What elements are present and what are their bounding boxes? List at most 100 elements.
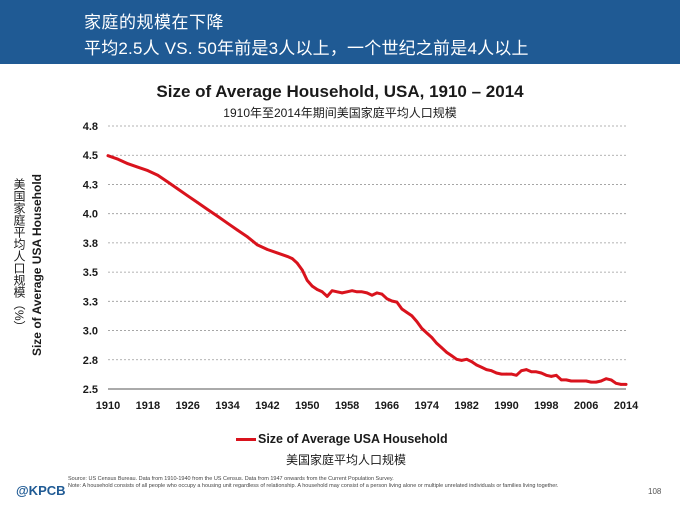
- data-point: [569, 379, 573, 383]
- data-point: [535, 370, 538, 374]
- x-tick-label: 2014: [614, 400, 639, 412]
- data-point: [276, 251, 279, 255]
- kpcb-logo: @KPCB: [16, 483, 66, 498]
- data-point: [530, 370, 533, 374]
- data-point: [301, 268, 304, 272]
- data-point: [609, 378, 613, 382]
- y-tick-label: 4.0: [83, 209, 98, 221]
- data-point: [465, 358, 468, 361]
- x-tick-label: 1918: [136, 400, 160, 412]
- page-number: 108: [648, 487, 662, 496]
- slide-subtitle: 平均2.5人 VS. 50年前是3人以上，一个世纪之前是4人以上: [84, 39, 529, 58]
- data-point: [146, 169, 150, 172]
- title-banner: 家庭的规模在下降 平均2.5人 VS. 50年前是3人以上，一个世纪之前是4人以…: [0, 0, 680, 64]
- data-point: [410, 314, 414, 318]
- data-point: [435, 342, 439, 345]
- data-point: [500, 372, 503, 376]
- y-tick-label: 2.5: [83, 384, 98, 396]
- y-tick-label: 3.8: [83, 238, 98, 250]
- data-point: [584, 379, 588, 383]
- series-line: [106, 154, 628, 386]
- data-point: [106, 154, 110, 157]
- x-tick-label: 1926: [175, 400, 199, 412]
- data-point: [480, 366, 483, 369]
- y-tick-label: 2.8: [83, 355, 98, 367]
- data-point: [315, 288, 319, 291]
- data-point: [485, 368, 488, 371]
- data-point: [425, 331, 429, 335]
- data-point: [330, 289, 334, 293]
- x-tick-label: 2006: [574, 400, 598, 412]
- data-point: [256, 243, 259, 247]
- source-note: Source: US Census Bureau. Data from 1910…: [68, 476, 394, 482]
- y-tick-label: 4.8: [83, 121, 98, 133]
- data-point: [614, 382, 618, 385]
- data-point: [589, 380, 593, 384]
- data-point: [166, 180, 170, 184]
- y-axis-label-cn: 美国家庭平均人口规模（%）: [12, 178, 26, 333]
- data-point: [555, 374, 558, 377]
- data-point: [350, 289, 354, 293]
- slide-title: 家庭的规模在下降: [84, 13, 224, 32]
- x-tick-label: 1982: [454, 400, 478, 412]
- legend-swatch: [236, 438, 256, 441]
- data-point: [370, 293, 374, 297]
- x-tick-label: 1966: [375, 400, 399, 412]
- data-point: [490, 369, 493, 373]
- data-point: [335, 290, 339, 294]
- data-point: [624, 383, 628, 386]
- data-point: [286, 255, 289, 258]
- data-point: [430, 336, 434, 339]
- x-tick-label: 1974: [415, 400, 440, 412]
- data-point: [505, 372, 508, 376]
- data-point: [545, 374, 548, 377]
- data-point: [196, 201, 199, 204]
- data-point: [320, 290, 324, 294]
- chart-subtitle: 1910年至2014年期间美国家庭平均人口规模: [223, 106, 457, 120]
- data-point: [375, 291, 379, 295]
- data-point: [156, 173, 160, 177]
- y-tick-label: 3.3: [83, 296, 98, 308]
- data-point: [560, 378, 563, 382]
- data-point: [296, 261, 299, 265]
- data-point: [450, 354, 454, 358]
- y-tick-label: 3.0: [83, 326, 98, 338]
- legend-label: Size of Average USA Household: [258, 432, 448, 446]
- data-point: [236, 228, 239, 232]
- data-point: [460, 359, 463, 362]
- data-point: [420, 327, 424, 330]
- data-point: [619, 383, 623, 386]
- data-point: [365, 291, 369, 295]
- legend-label-cn: 美国家庭平均人口规模: [286, 453, 407, 467]
- data-point: [495, 371, 498, 375]
- data-point: [136, 165, 140, 169]
- data-point: [540, 371, 543, 375]
- x-tick-label: 1998: [534, 400, 558, 412]
- data-point: [186, 194, 189, 198]
- footnote: Source: US Census Bureau. Data from 1910…: [68, 476, 638, 490]
- data-point: [440, 346, 444, 350]
- data-point: [405, 311, 409, 314]
- data-point: [360, 290, 364, 294]
- data-point: [116, 157, 120, 161]
- x-tick-label: 1910: [96, 400, 120, 412]
- data-point: [305, 279, 309, 282]
- data-point: [574, 379, 578, 383]
- data-point: [395, 300, 399, 304]
- data-point: [455, 358, 459, 361]
- data-point: [515, 374, 518, 377]
- data-point: [176, 187, 179, 191]
- data-point: [325, 295, 329, 298]
- y-tick-label: 4.5: [83, 150, 98, 162]
- data-point: [415, 320, 419, 323]
- data-point: [400, 307, 404, 311]
- data-point: [599, 379, 603, 383]
- data-point: [246, 235, 249, 239]
- data-point: [385, 297, 389, 301]
- household-note: Note: A household consists of all people…: [68, 483, 559, 489]
- data-point: [525, 368, 528, 371]
- data-point: [510, 372, 513, 376]
- data-point: [390, 299, 394, 303]
- x-tick-label: 1934: [215, 400, 240, 412]
